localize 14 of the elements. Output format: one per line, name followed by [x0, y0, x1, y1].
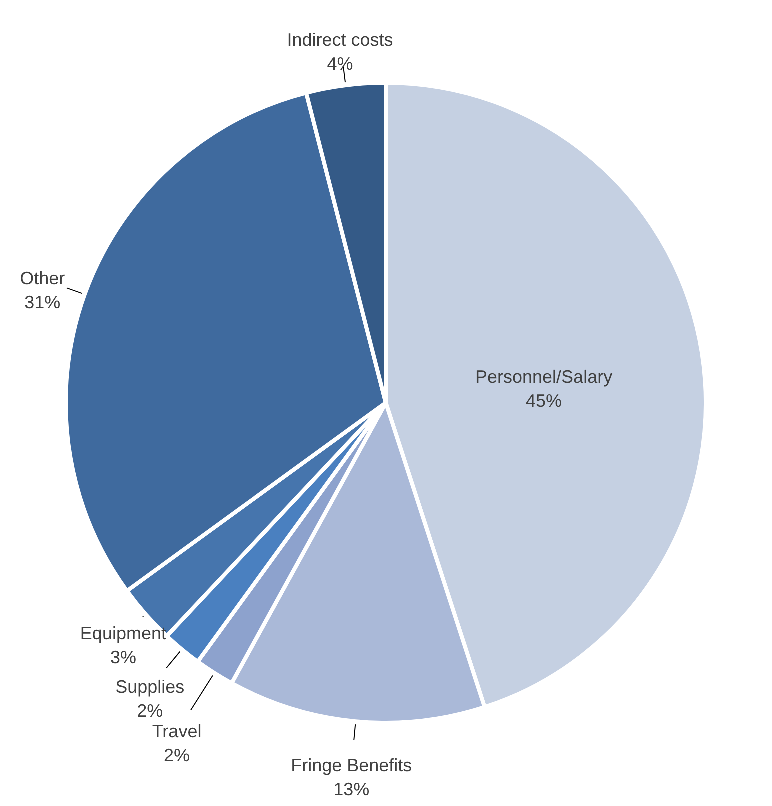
- data-label: 2%: [137, 701, 164, 722]
- data-label: 2%: [164, 745, 190, 766]
- data-label: 13%: [334, 779, 370, 800]
- slice-label: Supplies: [116, 677, 185, 698]
- slice-label: Indirect costs: [287, 30, 394, 50]
- slice-label: Travel: [152, 721, 202, 742]
- data-label: 45%: [526, 390, 562, 411]
- slice-label: Personnel/Salary: [475, 366, 613, 387]
- slice-label: Other: [20, 268, 66, 288]
- slice-label: Fringe Benefits: [291, 755, 412, 776]
- slice-label: Equipment: [80, 623, 166, 644]
- data-label: 4%: [327, 54, 354, 74]
- data-label: 3%: [110, 647, 136, 668]
- data-label: 31%: [24, 292, 61, 312]
